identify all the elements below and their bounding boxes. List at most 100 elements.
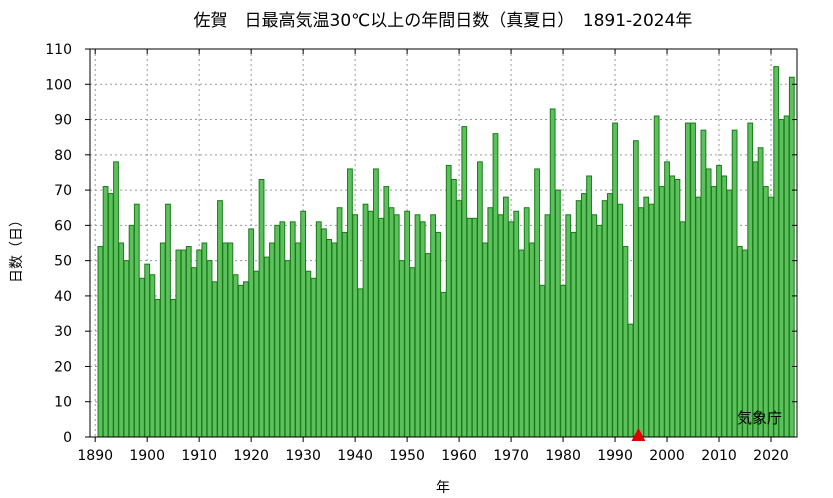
bar-1957 <box>440 291 447 438</box>
bar-1932 <box>310 277 317 438</box>
bar-1904 <box>165 203 171 438</box>
bar-1969 <box>502 196 509 438</box>
bar-2001 <box>669 175 676 438</box>
bar-1925 <box>274 224 281 438</box>
bar-1952 <box>414 214 421 438</box>
bar-1992 <box>622 246 629 438</box>
bar-2020 <box>768 196 774 438</box>
y-axis-label: 日数（日） <box>9 213 25 283</box>
y-tick-label: 40 <box>54 289 72 305</box>
bar-1951 <box>409 267 416 438</box>
bar-2005 <box>690 122 696 438</box>
bar-1937 <box>336 207 343 438</box>
x-tick-label: 1990 <box>597 448 633 464</box>
bar-1912 <box>206 260 213 438</box>
bar-1959 <box>451 179 457 438</box>
y-tick-label: 20 <box>54 359 72 375</box>
bar-1981 <box>565 214 572 438</box>
bar-2021 <box>773 66 780 438</box>
bar-1898 <box>133 203 140 438</box>
x-tick-label: 1930 <box>285 448 321 464</box>
bar-2008 <box>705 168 712 438</box>
bar-2000 <box>664 161 670 438</box>
bar-1970 <box>508 221 514 438</box>
bar-1911 <box>201 242 208 438</box>
y-tick-label: 100 <box>45 77 72 93</box>
bar-1947 <box>388 207 395 438</box>
bar-1900 <box>144 263 151 438</box>
bar-1899 <box>139 277 145 438</box>
bar-1893 <box>107 193 114 438</box>
bar-1939 <box>347 168 353 438</box>
plot-frame <box>89 48 798 438</box>
bar-1891 <box>97 246 104 438</box>
bar-2013 <box>731 129 738 438</box>
bar-1927 <box>284 260 291 438</box>
bar-2012 <box>726 189 733 438</box>
bar-2019 <box>762 186 769 438</box>
bar-1903 <box>159 242 166 438</box>
bar-1938 <box>341 231 348 438</box>
bar-2018 <box>757 147 764 438</box>
bar-1933 <box>315 221 322 438</box>
bar-1946 <box>383 186 390 438</box>
x-tick-label: 1910 <box>181 448 217 464</box>
x-tick-label: 2020 <box>753 448 789 464</box>
x-tick-label: 1920 <box>233 448 269 464</box>
bar-1997 <box>648 203 655 438</box>
bar-2010 <box>716 164 722 438</box>
bar-1996 <box>643 196 650 438</box>
bar-1965 <box>482 242 488 438</box>
bar-1964 <box>477 161 483 438</box>
bar-1940 <box>352 214 359 438</box>
bar-1954 <box>425 253 431 438</box>
bar-1983 <box>575 200 582 438</box>
bar-1972 <box>518 249 525 438</box>
bar-1977 <box>544 214 551 438</box>
bar-1906 <box>175 249 182 438</box>
y-tick-label: 90 <box>54 113 72 129</box>
bar-2017 <box>752 161 759 438</box>
x-tick-label: 1970 <box>493 448 529 464</box>
bar-1963 <box>471 217 478 438</box>
x-tick-label: 1950 <box>389 448 425 464</box>
x-axis-label: 年 <box>436 480 450 496</box>
bar-1960 <box>456 200 462 438</box>
bar-1905 <box>170 298 177 438</box>
bar-1949 <box>399 260 405 438</box>
bar-1907 <box>180 249 187 438</box>
bar-2016 <box>747 122 754 438</box>
bar-2004 <box>684 122 691 438</box>
bar-2023 <box>783 115 790 438</box>
bar-1987 <box>596 224 603 438</box>
bar-1896 <box>123 260 130 438</box>
bar-1953 <box>419 221 426 438</box>
bar-1920 <box>248 228 255 438</box>
x-tick-label: 1980 <box>545 448 581 464</box>
bar-1990 <box>612 122 618 438</box>
bar-1928 <box>289 221 296 438</box>
bar-2009 <box>710 186 717 438</box>
bar-1984 <box>580 193 587 438</box>
x-axis-ticks: 1890 1900 1910 1920 1930 1940 1950 1960 1970 1980… <box>77 49 789 464</box>
bar-1915 <box>222 242 229 438</box>
bar-1980 <box>560 284 566 438</box>
bar-1991 <box>617 203 624 438</box>
bar-1913 <box>211 281 218 438</box>
x-tick-label: 1900 <box>129 448 165 464</box>
bar-1995 <box>638 207 644 438</box>
bar-2011 <box>721 175 728 438</box>
bar-1967 <box>492 133 499 438</box>
bar-1936 <box>331 242 338 438</box>
bar-1934 <box>321 228 327 438</box>
triangle-marker <box>631 428 646 441</box>
bar-1942 <box>362 203 369 438</box>
bar-1921 <box>253 270 260 438</box>
bar-1978 <box>549 108 556 438</box>
bar-1894 <box>113 161 119 438</box>
bar-1914 <box>217 200 223 438</box>
bar-1961 <box>461 126 468 438</box>
bar-1930 <box>300 210 307 438</box>
source-credit: 気象庁 <box>737 409 782 427</box>
